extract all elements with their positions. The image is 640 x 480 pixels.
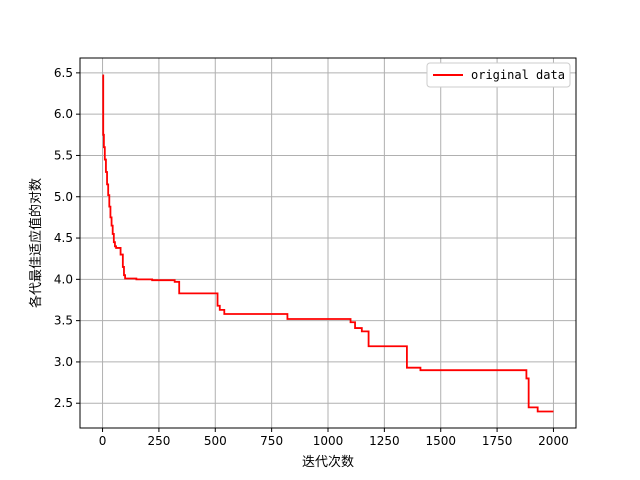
x-tick-label: 250 — [147, 434, 170, 448]
y-tick-label: 4.0 — [54, 272, 73, 286]
y-tick-label: 3.0 — [54, 355, 73, 369]
x-tick-label: 1750 — [482, 434, 513, 448]
y-tick-label: 6.5 — [54, 66, 73, 80]
x-tick-label: 1000 — [313, 434, 344, 448]
legend: original data — [426, 62, 571, 88]
x-tick-label: 500 — [204, 434, 227, 448]
x-tick-label: 1500 — [425, 434, 456, 448]
x-axis-label: 迭代次数 — [302, 454, 354, 470]
series-line — [102, 74, 554, 413]
legend-label: original data — [471, 68, 565, 82]
grid-lines — [80, 58, 576, 428]
legend-box — [426, 62, 571, 88]
y-tick-label: 2.5 — [54, 396, 73, 410]
y-tick-label: 5.0 — [54, 190, 73, 204]
y-tick-label: 6.0 — [54, 107, 73, 121]
y-tick-label: 5.5 — [54, 148, 73, 162]
x-tick-label: 0 — [99, 434, 107, 448]
axis-ticks: 0 250 500 750 1000 1250 1500 1750 2000 2.5 3.0 3.5 4… — [54, 66, 569, 448]
x-tick-label: 2000 — [538, 434, 569, 448]
x-tick-label: 750 — [260, 434, 283, 448]
series-layer — [102, 74, 554, 413]
y-tick-label: 4.5 — [54, 231, 73, 245]
y-axis-label: 各代最佳适应值的对数 — [28, 178, 44, 308]
y-tick-label: 3.5 — [54, 314, 73, 328]
x-tick-label: 1250 — [369, 434, 400, 448]
